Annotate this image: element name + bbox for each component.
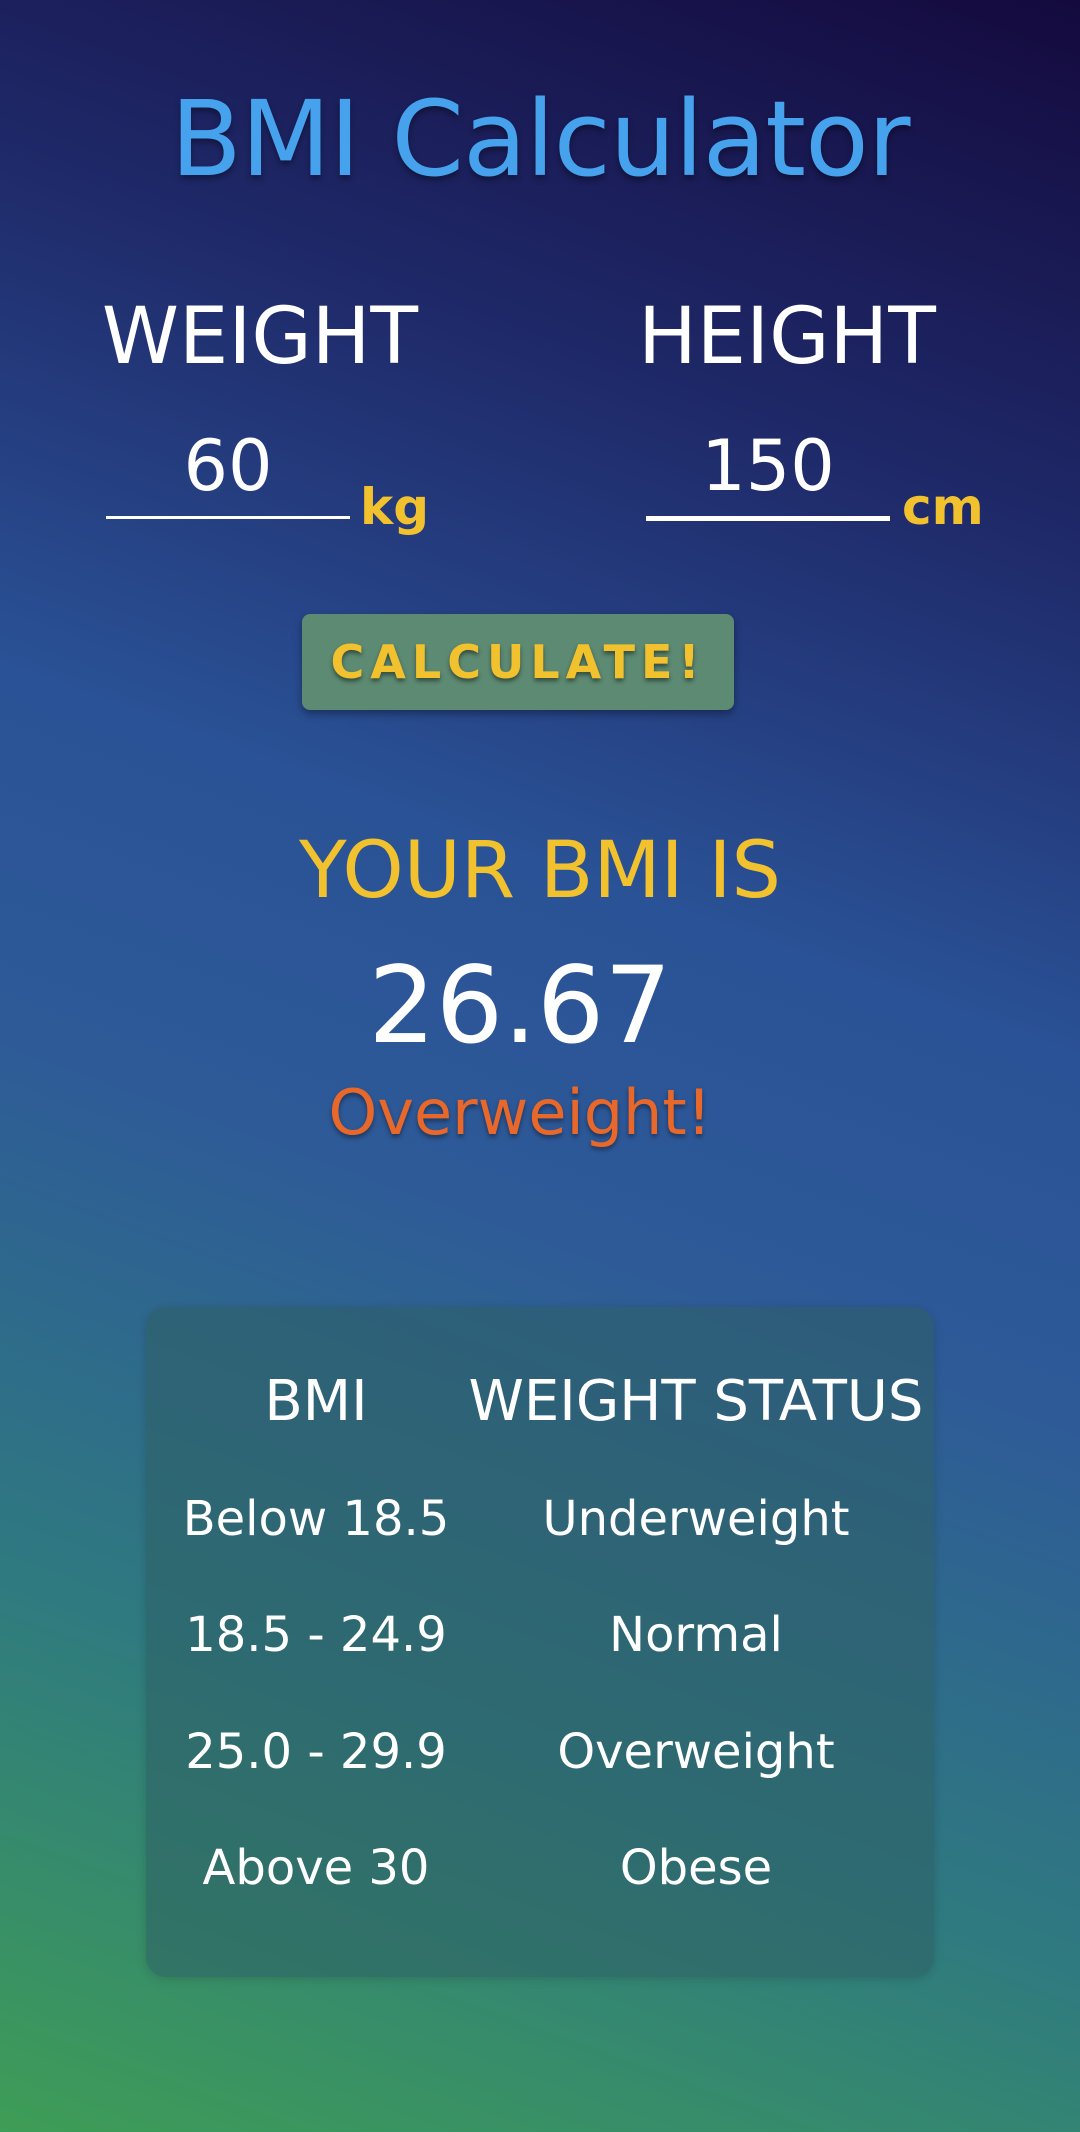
table-row: Below 18.5 Underweight xyxy=(146,1491,934,1571)
table-row: Above 30 Obese xyxy=(146,1840,934,1920)
bmi-reference-table: BMI WEIGHT STATUS Below 18.5 Underweight… xyxy=(146,1307,934,1977)
weight-input-underline xyxy=(106,516,350,519)
calculate-button[interactable]: CALCULATE! xyxy=(302,614,734,710)
row-bmi-range: Above 30 xyxy=(202,1840,430,1896)
app-title: BMI Calculator xyxy=(170,78,911,200)
table-header: BMI WEIGHT STATUS xyxy=(146,1369,934,1449)
height-input-container xyxy=(646,420,890,521)
height-unit: cm xyxy=(902,478,984,536)
weight-input-container xyxy=(106,420,350,520)
header-bmi: BMI xyxy=(264,1369,368,1434)
weight-status-result: Overweight! xyxy=(328,1076,712,1149)
row-bmi-range: 18.5 - 24.9 xyxy=(185,1607,447,1663)
height-input-underline xyxy=(646,516,890,521)
row-weight-status: Obese xyxy=(619,1840,773,1896)
table-row: 18.5 - 24.9 Normal xyxy=(146,1607,934,1687)
row-weight-status: Normal xyxy=(609,1607,783,1663)
result-label: YOUR BMI IS xyxy=(299,826,781,916)
row-bmi-range: 25.0 - 29.9 xyxy=(185,1724,447,1780)
height-label: HEIGHT xyxy=(638,292,936,382)
height-input[interactable] xyxy=(646,420,890,512)
weight-input[interactable] xyxy=(106,420,350,512)
table-row: 25.0 - 29.9 Overweight xyxy=(146,1724,934,1804)
weight-unit: kg xyxy=(360,478,430,536)
row-bmi-range: Below 18.5 xyxy=(182,1491,450,1547)
row-weight-status: Overweight xyxy=(557,1724,835,1780)
header-weight-status: WEIGHT STATUS xyxy=(468,1369,924,1434)
bmi-value: 26.67 xyxy=(368,944,672,1067)
weight-label: WEIGHT xyxy=(101,292,419,382)
row-weight-status: Underweight xyxy=(542,1491,850,1547)
